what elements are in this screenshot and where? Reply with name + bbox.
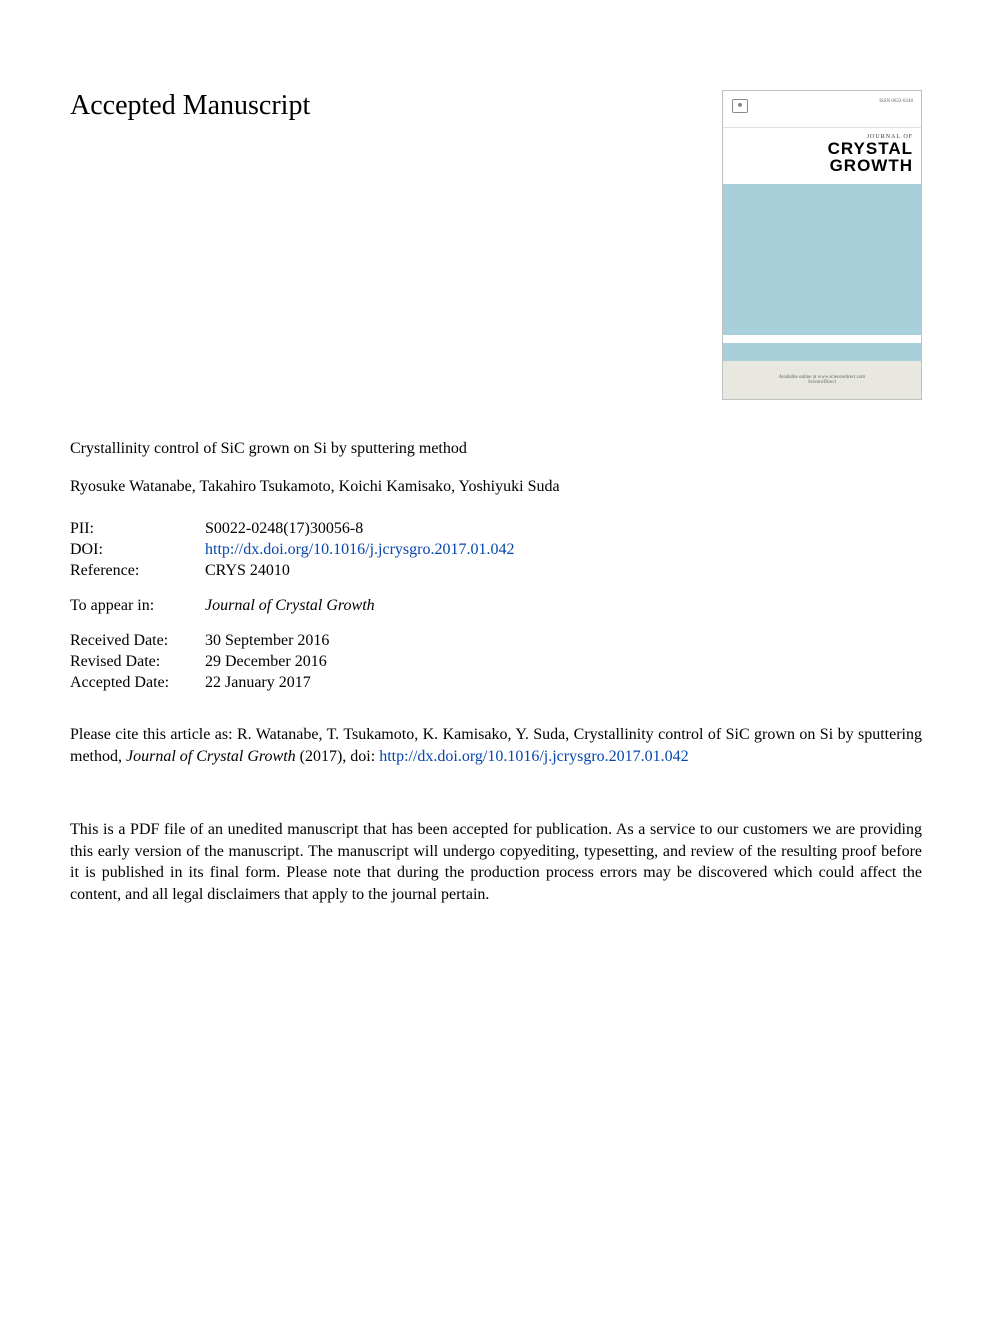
revised-value: 29 December 2016 xyxy=(205,653,922,671)
pii-label: PII: xyxy=(70,520,205,538)
authors: Ryosuke Watanabe, Takahiro Tsukamoto, Ko… xyxy=(70,478,922,496)
heading-section: Accepted Manuscript ISSN 0022-0248 JOURN… xyxy=(70,90,922,400)
doi-label: DOI: xyxy=(70,541,205,559)
article-title: Crystallinity control of SiC grown on Si… xyxy=(70,440,922,458)
accepted-label: Accepted Date: xyxy=(70,674,205,692)
cover-title-area: JOURNAL OF CRYSTAL GROWTH xyxy=(723,128,921,184)
citation-year-doi: (2017), doi: xyxy=(296,748,380,765)
toappear-label: To appear in: xyxy=(70,597,205,615)
meta-row-accepted: Accepted Date: 22 January 2017 xyxy=(70,674,922,692)
cover-footer: Available online at www.sciencedirect.co… xyxy=(723,361,921,399)
meta-row-pii: PII: S0022-0248(17)30056-8 xyxy=(70,520,922,538)
revised-label: Revised Date: xyxy=(70,653,205,671)
page-heading: Accepted Manuscript xyxy=(70,90,310,122)
meta-row-revised: Revised Date: 29 December 2016 xyxy=(70,653,922,671)
toappear-value: Journal of Crystal Growth xyxy=(205,597,922,615)
citation-journal: Journal of Crystal Growth xyxy=(126,748,296,765)
cover-image-area2 xyxy=(723,343,921,361)
received-value: 30 September 2016 xyxy=(205,632,922,650)
cover-strip xyxy=(723,335,921,343)
cover-issn: ISSN 0022-0248 xyxy=(879,99,913,104)
cover-title-line1: CRYSTAL xyxy=(731,140,913,157)
reference-value: CRYS 24010 xyxy=(205,562,922,580)
doi-link[interactable]: http://dx.doi.org/10.1016/j.jcrysgro.201… xyxy=(205,541,922,559)
cover-image-area xyxy=(723,184,921,335)
elsevier-logo-icon xyxy=(731,99,749,119)
meta-row-doi: DOI: http://dx.doi.org/10.1016/j.jcrysgr… xyxy=(70,541,922,559)
reference-label: Reference: xyxy=(70,562,205,580)
metadata-table: PII: S0022-0248(17)30056-8 DOI: http://d… xyxy=(70,520,922,692)
cover-header: ISSN 0022-0248 xyxy=(723,91,921,128)
accepted-value: 22 January 2017 xyxy=(205,674,922,692)
citation-paragraph: Please cite this article as: R. Watanabe… xyxy=(70,724,922,767)
meta-row-toappear: To appear in: Journal of Crystal Growth xyxy=(70,597,922,615)
citation-doi-link[interactable]: http://dx.doi.org/10.1016/j.jcrysgro.201… xyxy=(379,748,688,765)
meta-row-reference: Reference: CRYS 24010 xyxy=(70,562,922,580)
disclaimer-paragraph: This is a PDF file of an unedited manusc… xyxy=(70,819,922,905)
journal-cover: ISSN 0022-0248 JOURNAL OF CRYSTAL GROWTH… xyxy=(722,90,922,400)
cover-title-line2: GROWTH xyxy=(731,157,913,174)
received-label: Received Date: xyxy=(70,632,205,650)
pii-value: S0022-0248(17)30056-8 xyxy=(205,520,922,538)
cover-footer-line2: ScienceDirect xyxy=(808,380,836,385)
meta-row-received: Received Date: 30 September 2016 xyxy=(70,632,922,650)
